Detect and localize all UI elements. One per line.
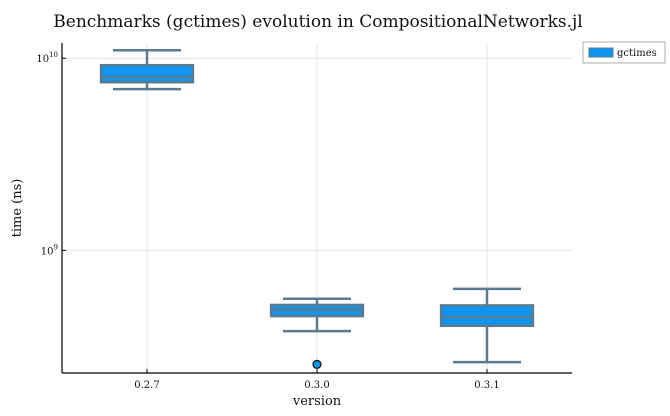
box-series [99,49,535,369]
box-iqr [439,304,535,328]
y-tick-label: 1010 [36,51,58,65]
y-tick-labels: 109 1010 [36,51,66,257]
x-tick-label: 0.3.1 [474,380,499,391]
chart-title: Benchmarks (gctimes) evolution in Compos… [53,12,582,32]
box-iqr [99,63,195,84]
legend-swatch [588,47,614,58]
x-tick-labels: 0.2.7 0.3.0 0.3.1 [134,369,500,391]
x-axis-label: version [292,394,342,409]
x-tick-label: 0.2.7 [134,380,159,391]
y-tick-label: 109 [41,243,58,257]
y-axis-label: time (ns) [10,179,25,238]
x-tick-label: 0.3.0 [304,380,329,391]
legend-label: gctimes [617,48,657,59]
plot-area: 0.2.7 0.3.0 0.3.1 109 1010 [36,43,572,391]
outlier-point [312,359,322,369]
box-0.3.0 [269,297,365,369]
box-0.3.1 [439,287,535,364]
box-0.2.7 [99,49,195,91]
legend-box [582,41,666,64]
legend: gctimes [582,41,666,64]
